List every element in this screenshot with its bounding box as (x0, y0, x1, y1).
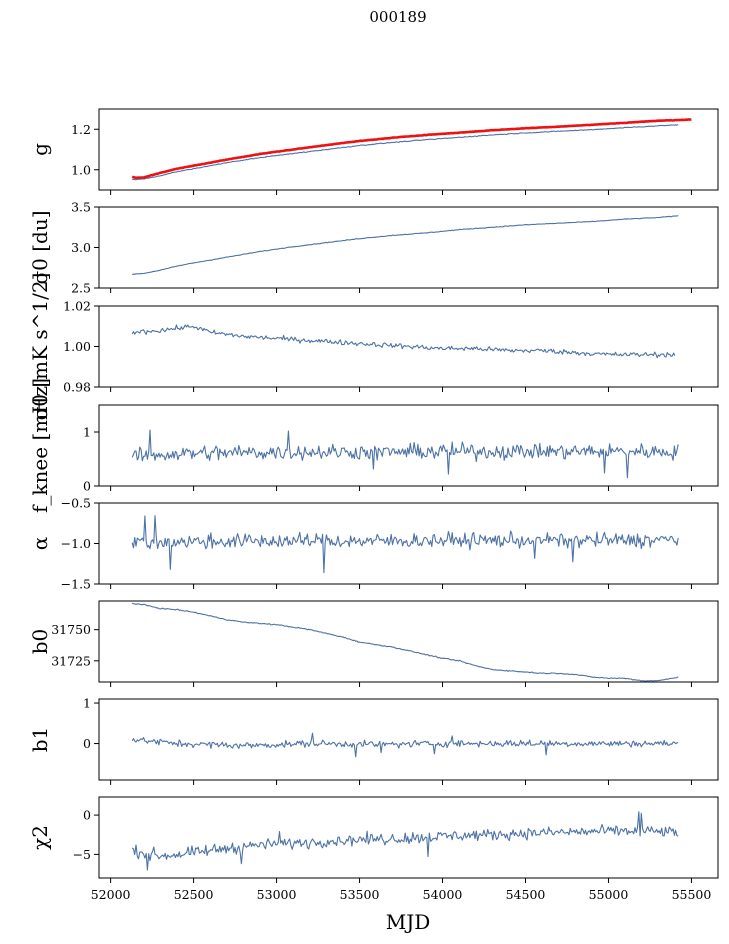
y-tick-label-b1: 0 (83, 736, 91, 751)
series-line-g (132, 124, 679, 181)
y-tick-label-alpha: −0.5 (61, 496, 91, 511)
y-tick-label-b0: 31750 (51, 622, 91, 637)
panel-chi2: −5 0 χ2 (28, 796, 719, 883)
panel-alpha: −1.5 −1.0 −0.5 α (28, 496, 719, 592)
series-line-fknee (131, 429, 679, 479)
plot-frame-fknee (98, 404, 719, 487)
y-tick-label-alpha: −1.0 (61, 536, 91, 551)
y-tick-label-chi2: 0 (83, 808, 91, 823)
y-tick-label-fknee: 1 (83, 425, 91, 440)
x-tick-label: 53500 (340, 887, 380, 902)
x-tick-label: 54000 (423, 887, 463, 902)
x-tick-label: 54500 (506, 887, 546, 902)
y-tick-label-b0: 31725 (51, 653, 91, 668)
y-axis-label-sigma0-mk: σ0 [mK s^1/2] (28, 273, 52, 421)
panel-g: 1.0 1.2 g (28, 108, 719, 195)
x-tick-label: 55500 (672, 887, 712, 902)
panel-b1: 0 1 b1 (28, 696, 719, 785)
y-tick-label-sigma0-mk: 1.02 (63, 299, 91, 314)
panel-sigma0-du: 2.5 3.0 3.5 σ0 [du] (28, 200, 719, 296)
series-line-chi2 (131, 811, 679, 871)
x-tick-label: 53000 (257, 887, 297, 902)
plot-frame-b0 (98, 600, 719, 683)
y-tick-label-sigma0-mk: 0.98 (63, 380, 91, 395)
y-axis-label-b0: b0 (28, 629, 52, 655)
x-tick-label: 55000 (589, 887, 629, 902)
series-line-b0 (132, 602, 679, 682)
plot-frame-sigma0-mk (98, 305, 719, 388)
plot-frame-chi2 (98, 796, 719, 879)
panel-fknee: 0 1 f_knee [mHz] (28, 378, 719, 513)
y-tick-label-g: 1.2 (71, 122, 91, 137)
x-tick-label: 52500 (174, 887, 214, 902)
series-line-b1 (131, 732, 679, 758)
y-axis-label-sigma0-du: σ0 [du] (28, 210, 52, 284)
y-tick-label-b1: 1 (83, 696, 91, 711)
y-tick-label-g: 1.0 (71, 162, 91, 177)
series-line-sigma0-du (132, 215, 679, 275)
y-axis-label-g: g (28, 143, 52, 156)
figure-title: 000189 (369, 8, 426, 26)
y-tick-label-chi2: −5 (73, 847, 91, 862)
x-tick-label: 52000 (91, 887, 131, 902)
series-line-alpha (131, 515, 679, 574)
y-tick-label-sigma0-du: 3.5 (71, 200, 91, 215)
series-line-sigma0-mk (131, 324, 676, 359)
y-axis-label-alpha: α (28, 537, 52, 551)
y-tick-label-sigma0-du: 3.0 (71, 240, 91, 255)
y-tick-label-sigma0-mk: 1.00 (63, 339, 91, 354)
y-tick-label-fknee: 0 (83, 479, 91, 494)
y-tick-label-sigma0-du: 2.5 (71, 281, 91, 296)
x-axis-label: MJD (386, 910, 431, 934)
plot-frame-g (98, 108, 719, 191)
y-axis-label-chi2: χ2 (28, 825, 52, 850)
y-tick-label-alpha: −1.5 (61, 577, 91, 592)
panels: 1.0 1.2 g 2.5 3.0 3.5 σ0 [du] 0.98 1.00 1.02 σ0 [m… (28, 108, 719, 883)
series-line-g-overlay (131, 118, 692, 180)
panel-sigma0-mk: 0.98 1.00 1.02 σ0 [mK s^1/2] (28, 273, 719, 421)
y-axis-label-b1: b1 (28, 727, 52, 753)
plot-frame-b1 (98, 698, 719, 781)
y-axis-label-fknee: f_knee [mHz] (28, 378, 52, 513)
x-axis: 52000 52500 53000 53500 54000 54500 55000 55500 (91, 887, 712, 902)
